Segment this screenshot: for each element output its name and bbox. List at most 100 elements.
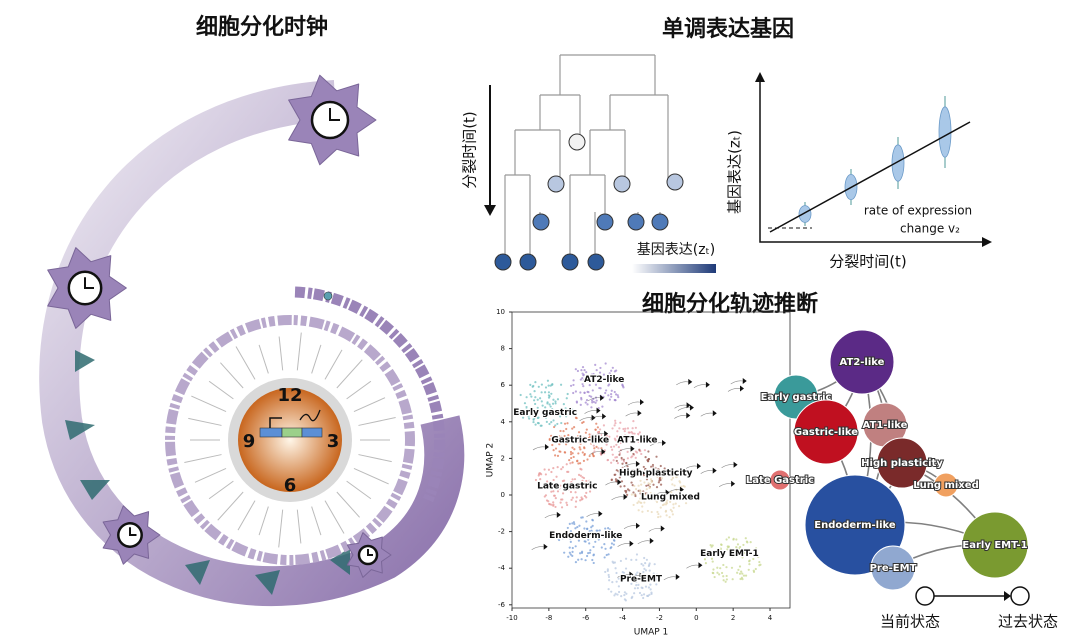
umap-point [657,512,660,516]
umap-point [630,493,633,496]
umap-point [573,426,576,429]
umap-point [642,494,645,497]
umap-point [644,468,647,471]
umap-point [626,488,630,491]
umap-point [580,550,584,553]
umap-point [581,479,584,482]
umap-point [591,389,594,392]
gene-bar [281,427,303,438]
umap-point [521,410,525,413]
umap-point [682,484,685,488]
umap-point [552,449,555,452]
umap-point [623,434,627,437]
clock-hands [129,527,137,536]
umap-point [540,424,543,427]
umap-point [589,549,592,552]
umap-point [725,566,728,569]
dendrogram-branch [278,336,284,371]
umap-point [562,402,565,406]
umap-point [659,483,663,486]
umap-point [621,578,625,581]
velocity-stream [674,415,687,419]
violin [938,106,952,158]
umap-point [607,379,611,382]
umap-point [571,554,574,557]
x-tick-label: -6 [582,614,590,622]
umap-point [639,501,642,504]
umap-point [642,596,645,600]
dendrogram-branch [194,468,227,483]
velocity-stream [587,397,601,402]
umap-point [642,564,645,567]
umap-point [570,456,573,460]
umap-point [650,480,653,484]
umap-point [653,471,656,474]
umap-point [656,471,659,474]
umap-point [748,562,751,566]
umap-point [559,415,562,418]
umap-point [559,383,563,386]
umap-point [631,427,634,430]
umap-point [638,439,642,442]
tree-node [666,173,684,191]
spiral-marker [185,560,210,585]
umap-point [554,411,557,414]
umap-point [552,501,555,504]
umap-point [613,398,616,402]
umap-point [534,402,537,406]
velocity-arrow [662,439,667,446]
umap-point [648,486,651,489]
umap-point [582,459,586,462]
umap-point [620,595,623,598]
umap-point [614,478,618,481]
umap-point [642,570,645,574]
umap-point [561,537,564,540]
umap-point [544,416,548,419]
umap-point [741,556,744,559]
umap-point [548,422,551,426]
umap-point [620,456,623,460]
umap-point [755,547,758,550]
velocity-arrow [601,448,606,455]
umap-point [598,386,601,390]
velocity-stream [693,384,706,389]
umap-point [591,519,594,522]
umap-point [557,537,560,540]
umap-point [605,553,608,557]
velocity-stream [584,410,597,414]
umap-point [618,427,621,430]
umap-point [614,473,617,476]
umap-point [657,481,660,484]
umap-point [749,541,752,544]
y-tick-label: 6 [501,381,506,389]
umap-point [634,573,638,576]
umap-point [552,504,555,507]
umap-point [635,580,638,584]
umap-point [619,441,623,445]
umap-point [561,479,564,483]
annotation: change v₂ [900,222,960,236]
umap-point [663,467,666,470]
velocity-stream [674,404,687,409]
umap-point [608,372,611,376]
umap-point [747,568,750,571]
umap-point [585,371,588,374]
velocity-arrow [731,480,736,487]
umap-point [623,439,626,442]
velocity-stream [589,415,603,420]
y-tick-label: -4 [498,564,506,572]
umap-point [561,438,564,442]
umap-point [615,459,618,463]
umap-point [579,403,582,406]
umap-point [536,421,540,425]
umap-point [624,489,627,493]
velocity-stream [627,575,640,579]
umap-point [551,408,554,411]
umap-point [660,477,663,480]
umap-point [671,476,675,479]
umap-point [594,401,597,404]
umap-point [684,502,688,505]
umap-point [623,591,626,594]
umap-point [571,478,574,481]
umap-point [547,468,551,471]
